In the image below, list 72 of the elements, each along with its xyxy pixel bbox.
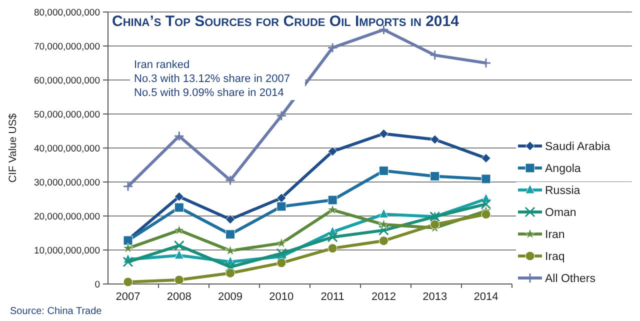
point [328,244,338,254]
legend-label: Oman [545,207,576,220]
x-tick-label: 2009 [218,291,243,303]
y-tick-label: 70,000,000,000 [34,41,100,52]
y-tick-label: 10,000,000,000 [34,245,100,256]
point [174,224,184,235]
x-tick-label: 2007 [116,291,140,303]
point [174,202,184,212]
point [276,193,286,203]
point [378,218,390,230]
point [225,262,236,272]
y-tick-label: 20,000,000,000 [34,211,100,222]
point [276,110,287,121]
point [174,192,184,202]
point [430,134,440,144]
y-tick-label: 80,000,000,000 [34,7,100,18]
legend-label: Iran [545,229,565,242]
point [276,238,287,248]
y-tick-label: 40,000,000,000 [34,143,100,154]
point [430,171,440,181]
annotation: Iran ranked No.3 with 13.12% share in 2007 No.5 with 9.09% share in 2014 [134,59,290,99]
point [276,202,286,212]
point [276,258,286,268]
chart-title: China’s Top Sources for Crude Oil Imports in 2014 [112,13,460,30]
point [174,130,184,142]
x-tick-label: 2010 [269,291,294,303]
x-tick-label: 2013 [422,291,448,303]
y-tick-label: 50,000,000,000 [34,109,100,120]
point [481,153,491,163]
legend-label: Saudi Arabia [545,141,611,154]
point [226,230,236,240]
point [328,146,338,156]
point [430,50,440,60]
point [327,42,338,53]
point [327,232,338,242]
legend-label: Iraq [545,251,565,264]
x-tick-label: 2008 [166,291,192,303]
point [174,250,184,260]
point [378,128,388,138]
point [480,198,492,210]
y-tick-label: 60,000,000,000 [34,75,100,86]
legend-label: All Others [545,273,596,286]
point [480,58,492,68]
legend-label: Angola [545,163,582,176]
point [378,225,389,236]
point [226,268,236,278]
x-tick-label: 2014 [474,291,498,303]
point [226,214,236,224]
point [122,256,134,268]
point [224,245,236,256]
point [481,210,491,220]
source-note: Source: China Trade [10,306,102,317]
point [327,204,338,214]
point [481,174,491,184]
x-tick-label: 2011 [320,291,344,303]
y-tick-label: 30,000,000,000 [34,177,100,188]
y-tick-label: 0 [94,279,100,290]
x-tick-label: 2012 [371,291,396,303]
point [174,240,184,251]
point [122,181,134,192]
point [430,220,440,230]
point [123,277,133,287]
point [225,175,236,186]
legend-label: Russia [545,185,581,198]
point [174,275,184,285]
point [276,248,287,259]
point [378,236,388,246]
point [328,195,338,205]
y-axis-title: CIF Value US$ [7,113,19,183]
point [378,166,388,176]
point [378,208,388,218]
point [122,242,134,253]
